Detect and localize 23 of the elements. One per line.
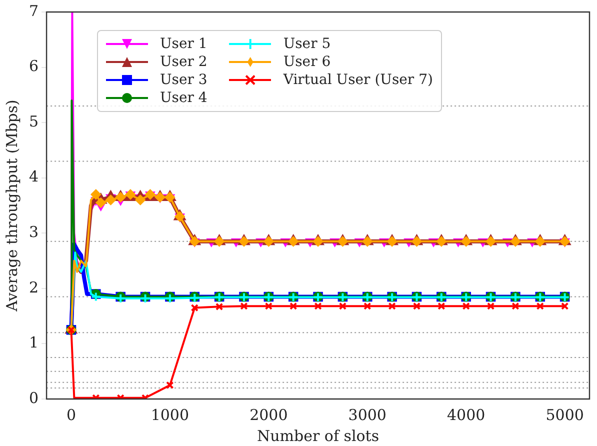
y-axis-title: Average throughput (Mbps) xyxy=(2,100,21,312)
y-tick-label: 1 xyxy=(28,334,39,352)
y-tick-label: 3 xyxy=(28,223,39,242)
legend-label: Virtual User (User 7) xyxy=(283,72,433,88)
x-tick-label: 5000 xyxy=(546,406,584,424)
x-axis-title: Number of slots xyxy=(257,426,380,445)
legend-label: User 1 xyxy=(160,36,208,52)
x-tick-label: 4000 xyxy=(447,406,486,424)
y-tick-label: 2 xyxy=(28,278,39,296)
legend-label: User 5 xyxy=(283,36,331,52)
y-tick-label: 4 xyxy=(28,168,39,186)
legend-label: User 2 xyxy=(160,54,208,70)
y-tick-label: 5 xyxy=(28,112,39,130)
legend-label: User 3 xyxy=(160,72,208,88)
x-tick-label: 1000 xyxy=(150,406,190,424)
legend-label: User 6 xyxy=(283,54,331,70)
y-tick-label: 6 xyxy=(28,57,39,76)
y-tick-label: 7 xyxy=(28,2,39,20)
x-tick-label: 3000 xyxy=(348,406,386,424)
legend-label: User 4 xyxy=(160,90,208,106)
y-tick-label: 0 xyxy=(28,388,39,407)
x-tick-label: 0 xyxy=(66,406,76,424)
x-tick-label: 2000 xyxy=(250,406,288,424)
